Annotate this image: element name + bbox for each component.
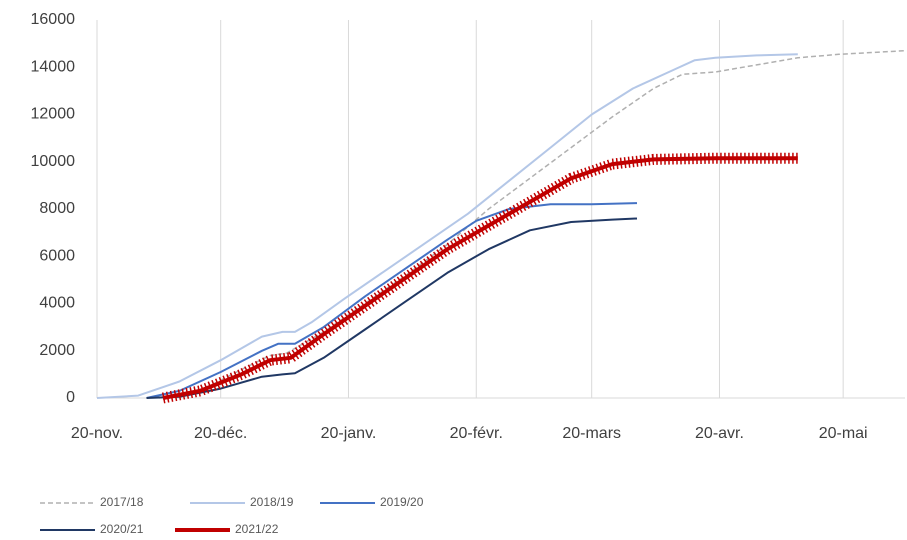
series-line: [146, 217, 638, 399]
series-markers: [161, 152, 798, 404]
x-tick-label: 20-févr.: [450, 425, 503, 442]
legend-label: 2019/20: [380, 495, 424, 509]
legend-label: 2018/19: [250, 495, 294, 509]
y-tick-label: 2000: [39, 342, 75, 359]
y-tick-label: 0: [66, 389, 75, 406]
legend-label: 2020/21: [100, 522, 144, 536]
y-tick-label: 6000: [39, 247, 75, 264]
series-line: [146, 202, 638, 399]
series-line: [96, 53, 798, 399]
y-tick-label: 12000: [31, 106, 76, 123]
x-tick-label: 20-déc.: [194, 425, 247, 442]
y-tick-label: 14000: [31, 58, 76, 75]
x-tick-label: 20-mai: [819, 425, 868, 442]
series-line: [158, 49, 906, 399]
x-tick-label: 20-avr.: [695, 425, 744, 442]
legend-label: 2017/18: [100, 495, 144, 509]
legend-label: 2021/22: [235, 522, 279, 536]
y-tick-label: 10000: [31, 153, 76, 170]
y-tick-label: 8000: [39, 200, 75, 217]
x-tick-label: 20-mars: [562, 425, 621, 442]
x-tick-label: 20-janv.: [321, 425, 377, 442]
y-tick-label: 16000: [31, 11, 76, 28]
y-tick-label: 4000: [39, 295, 75, 312]
x-tick-label: 20-nov.: [71, 425, 123, 442]
